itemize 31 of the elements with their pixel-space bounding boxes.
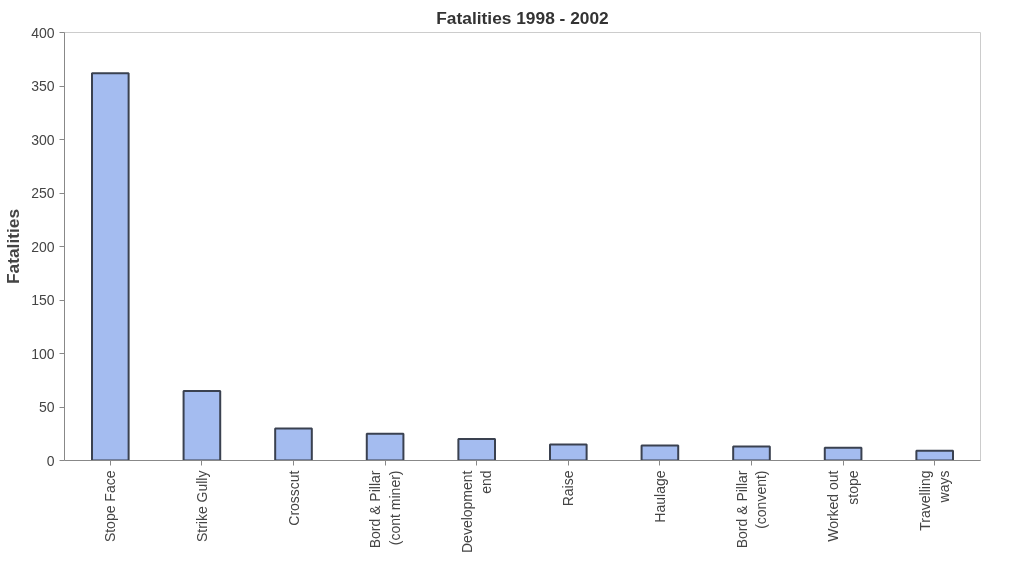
bar bbox=[274, 427, 313, 461]
x-tick-label: Worked out stope bbox=[825, 470, 861, 542]
y-tick-label: 350 bbox=[31, 78, 55, 94]
x-tick-label: Haulage bbox=[651, 470, 668, 523]
x-tick-label: Bord & Pillar (cont miner) bbox=[367, 470, 403, 549]
y-tick-label: 400 bbox=[31, 24, 55, 41]
bar bbox=[548, 443, 588, 461]
y-tick-label: 150 bbox=[31, 292, 55, 308]
x-tick-label: Crosscut bbox=[285, 470, 302, 526]
bar bbox=[90, 72, 130, 461]
y-tick-label: 100 bbox=[31, 345, 55, 362]
bar bbox=[823, 446, 863, 461]
x-tick-label: Bord & Pillar (convent) bbox=[733, 470, 770, 549]
y-tick-label: 50 bbox=[38, 399, 55, 415]
chart-title: Fatalities 1998 - 2002 bbox=[436, 7, 609, 28]
x-tick-label: Stope Face bbox=[102, 470, 119, 543]
x-tick-label: Travelling ways bbox=[917, 470, 953, 531]
y-tick-label: 0 bbox=[46, 452, 55, 469]
bar bbox=[732, 445, 771, 461]
x-tick-label: Strike Gully bbox=[193, 470, 210, 543]
y-tick-label: 250 bbox=[31, 185, 55, 201]
bar bbox=[640, 444, 680, 461]
y-axis-title: Fatalities bbox=[3, 208, 24, 285]
bar bbox=[182, 389, 222, 461]
y-tick-label: 300 bbox=[31, 131, 55, 148]
bar bbox=[365, 432, 405, 461]
bar bbox=[457, 438, 497, 461]
x-tick-label: Raise bbox=[560, 470, 577, 507]
x-tick-label: Development end bbox=[459, 470, 495, 553]
y-tick-label: 200 bbox=[31, 238, 55, 255]
bar bbox=[915, 449, 955, 461]
